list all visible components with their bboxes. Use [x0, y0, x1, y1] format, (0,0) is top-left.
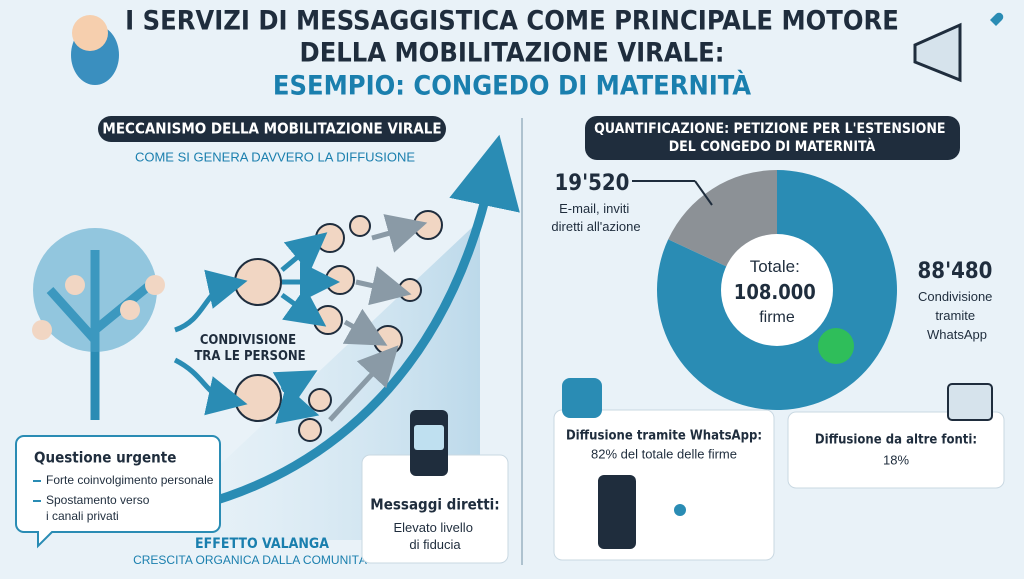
header-line: DEL CONGEDO DI MATERNITÀ — [669, 138, 876, 155]
bullet-list: Forte coinvolgimento personale Spostamen… — [46, 473, 217, 523]
bullet: Forte coinvolgimento personale — [46, 473, 214, 487]
text-line: Condivisione — [918, 289, 992, 304]
title-line: I SERVIZI DI MESSAGGISTICA COME PRINCIPA… — [125, 6, 899, 37]
title: I SERVIZI DI MESSAGGISTICA COME PRINCIPA… — [125, 6, 899, 102]
title-line: ESEMPIO: CONGEDO DI MATERNITÀ — [273, 70, 751, 102]
box-title: Diffusione tramite WhatsApp: — [566, 429, 762, 444]
title-line: DELLA MOBILITAZIONE VIRALE: — [300, 38, 725, 69]
envelope-icon — [947, 383, 993, 421]
center-line: 108.000 — [734, 280, 816, 304]
flow-arrows — [173, 232, 340, 424]
section-header: QUANTIFICAZIONE: PETIZIONE PER L'ESTENSI… — [594, 121, 950, 155]
sharing-label: CONDIVISIONE TRA LE PERSONE — [194, 333, 305, 364]
box-line: Elevato livello — [393, 520, 473, 535]
center-line: firme — [759, 309, 795, 326]
box-line: di fiducia — [409, 537, 461, 552]
section-header: MECCANISMO DELLA MOBILITAZIONE VIRALE — [102, 120, 441, 138]
donut-center: Totale: 108.000 firme — [734, 257, 820, 326]
other-box — [787, 411, 1005, 489]
label-line: CONDIVISIONE — [200, 333, 296, 348]
phone-icon — [598, 475, 636, 549]
label-line: TRA LE PERSONE — [194, 349, 305, 364]
segment-text: Condivisione tramite WhatsApp — [918, 289, 996, 342]
header-line: QUANTIFICAZIONE: PETIZIONE PER L'ESTENSI… — [594, 121, 945, 137]
share-icon — [674, 504, 686, 516]
text-line: E-mail, inviti — [559, 201, 629, 216]
gray-arrows — [328, 214, 428, 422]
phone-screen — [414, 425, 444, 450]
leader-line — [694, 180, 713, 206]
growth-arrow — [198, 134, 520, 510]
center-line: Totale: — [750, 257, 800, 276]
tree — [32, 228, 165, 420]
segment-text: E-mail, inviti diretti all'azione — [551, 201, 640, 234]
text-line: diretti all'azione — [551, 219, 640, 234]
whatsapp-badge — [562, 378, 602, 418]
box-title: Messaggi diretti: — [370, 496, 499, 514]
text-line: tramite — [935, 308, 975, 323]
urgent-box — [15, 435, 221, 549]
megaphone-icon — [913, 12, 1004, 83]
header-pill — [585, 116, 960, 160]
box-text: Elevato livello di fiducia — [393, 520, 476, 552]
section-subtitle: COME SI GENERA DAVVERO LA DIFFUSIONE — [135, 149, 415, 164]
text-line: WhatsApp — [927, 327, 987, 342]
box-title: Diffusione da altre fonti: — [815, 433, 977, 448]
bullet: Spostamento verso — [46, 493, 150, 507]
segment-value: 88'480 — [918, 259, 993, 284]
whatsapp-icon — [818, 328, 854, 364]
box-text: 18% — [883, 452, 909, 467]
bullet-marks — [33, 480, 41, 502]
segment-value: 19'520 — [555, 171, 630, 196]
header-pill — [98, 116, 446, 142]
avalanche-subtitle: CRESCITA ORGANICA DALLA COMUNITÀ — [133, 552, 367, 567]
avalanche-title: EFFETTO VALANGA — [195, 536, 329, 552]
box-title: Questione urgente — [34, 449, 176, 467]
box-text: 82% del totale delle firme — [591, 446, 737, 461]
donut-hole — [721, 234, 833, 346]
bullet: i canali privati — [46, 509, 119, 523]
baby-icon — [71, 15, 119, 85]
